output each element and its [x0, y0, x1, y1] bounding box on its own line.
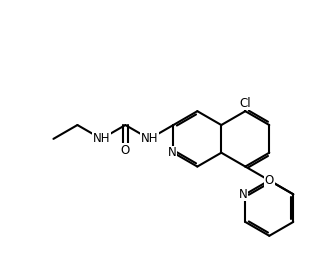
Text: N: N: [239, 188, 248, 201]
Text: NH: NH: [93, 132, 110, 145]
Text: NH: NH: [140, 132, 158, 145]
Text: O: O: [121, 144, 130, 157]
Text: N: N: [168, 146, 177, 159]
Text: O: O: [265, 174, 274, 187]
Text: Cl: Cl: [239, 97, 251, 110]
